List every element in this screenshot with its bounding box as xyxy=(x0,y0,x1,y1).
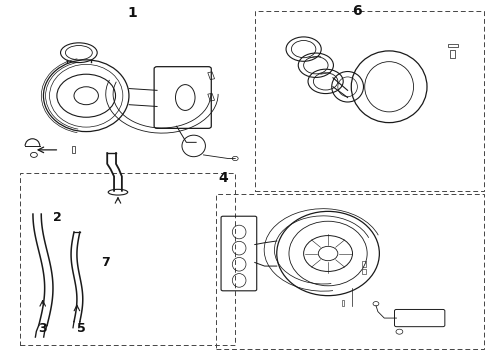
Bar xyxy=(450,50,455,58)
Bar xyxy=(448,44,458,47)
Bar xyxy=(255,12,485,191)
Text: 2: 2 xyxy=(52,211,61,224)
Bar xyxy=(72,146,75,153)
Text: 7: 7 xyxy=(101,256,110,269)
Text: 4: 4 xyxy=(218,171,228,185)
Text: 3: 3 xyxy=(38,322,47,335)
Bar xyxy=(20,173,235,345)
Bar xyxy=(362,261,366,267)
Text: 1: 1 xyxy=(128,6,138,20)
Bar xyxy=(216,194,485,348)
Bar xyxy=(362,269,366,274)
Text: 6: 6 xyxy=(353,4,362,18)
Bar xyxy=(342,300,344,306)
Bar xyxy=(208,93,215,101)
Bar xyxy=(208,72,215,80)
Text: 5: 5 xyxy=(77,322,86,335)
